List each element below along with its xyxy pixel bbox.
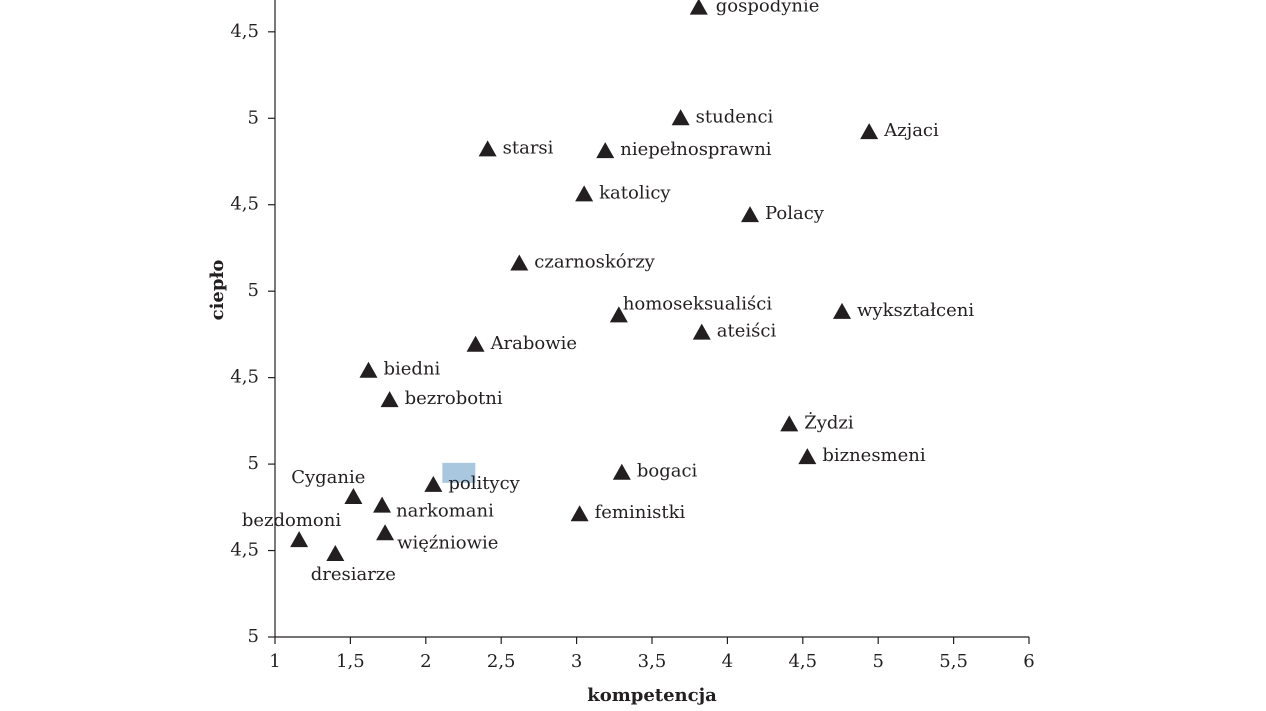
point: [290, 531, 309, 548]
point-label: biznesmeni: [822, 445, 926, 466]
point: [376, 524, 395, 541]
point: [510, 254, 529, 271]
x-tick-label: 1: [269, 651, 280, 672]
point: [692, 323, 711, 340]
y-tick-label: 5: [248, 626, 259, 647]
point-label: studenci: [696, 106, 774, 127]
point-label: bezrobotni: [405, 388, 503, 409]
point-label: biedni: [383, 359, 440, 380]
point-label: homoseksualiści: [623, 293, 773, 314]
point-label: Arabowie: [490, 333, 578, 354]
point-label: ateiści: [717, 321, 777, 342]
y-tick-label: 4,5: [230, 194, 259, 215]
point: [860, 123, 879, 140]
point: [671, 109, 690, 126]
point: [380, 391, 399, 408]
x-tick-label: 4,5: [788, 651, 817, 672]
x-tick-label: 6: [1023, 651, 1034, 672]
point: [689, 0, 708, 15]
point-label: Azjaci: [883, 120, 939, 141]
x-tick-label: 1,5: [336, 651, 365, 672]
point: [344, 487, 363, 504]
point-label: dresiarze: [311, 564, 396, 585]
x-tick-label: 2: [420, 651, 431, 672]
point: [596, 142, 615, 159]
y-tick-label: 4,5: [230, 540, 259, 561]
point: [570, 505, 589, 522]
x-tick-label: 5,5: [939, 651, 968, 672]
point: [575, 185, 594, 202]
point: [466, 335, 485, 352]
point: [326, 545, 345, 562]
point-label: Żydzi: [804, 410, 854, 433]
x-tick-label: 5: [872, 651, 883, 672]
point: [741, 206, 760, 223]
x-tick-label: 2,5: [487, 651, 516, 672]
y-tick-label: 4,5: [230, 367, 259, 388]
y-tick-label: 5: [248, 107, 259, 128]
point-label: Cyganie: [291, 467, 365, 488]
point: [833, 302, 852, 319]
point-label: feministki: [595, 502, 686, 523]
point-label: starsi: [503, 137, 554, 158]
point: [373, 496, 392, 513]
point-label: bogaci: [637, 461, 698, 482]
y-tick-label: 5: [248, 453, 259, 474]
point: [478, 140, 497, 157]
x-tick-label: 3: [571, 651, 582, 672]
point-label: wykształceni: [857, 300, 974, 321]
point-label: gospodynie: [716, 0, 820, 17]
point: [359, 361, 378, 378]
highlight: [442, 462, 476, 483]
x-tick-label: 4: [722, 651, 733, 672]
point: [424, 475, 443, 492]
x-axis-label: kompetencja: [587, 685, 717, 706]
point: [798, 448, 817, 465]
point: [609, 306, 628, 323]
y-tick-label: 5: [248, 280, 259, 301]
x-tick-label: 3,5: [638, 651, 667, 672]
y-axis-label: ciepło: [207, 260, 228, 321]
point: [612, 463, 631, 480]
point-label: narkomani: [396, 501, 494, 522]
point-label: niepełnosprawni: [620, 139, 772, 160]
y-tick-label: 4,5: [230, 21, 259, 42]
point-label: więźniowie: [397, 532, 498, 553]
point: [780, 415, 799, 432]
point-label: czarnoskórzy: [534, 252, 655, 273]
point-label: Polacy: [765, 203, 825, 224]
point-label: politycy: [448, 473, 520, 494]
point-label: katolicy: [599, 182, 671, 203]
point-label: bezdomoni: [242, 510, 342, 531]
